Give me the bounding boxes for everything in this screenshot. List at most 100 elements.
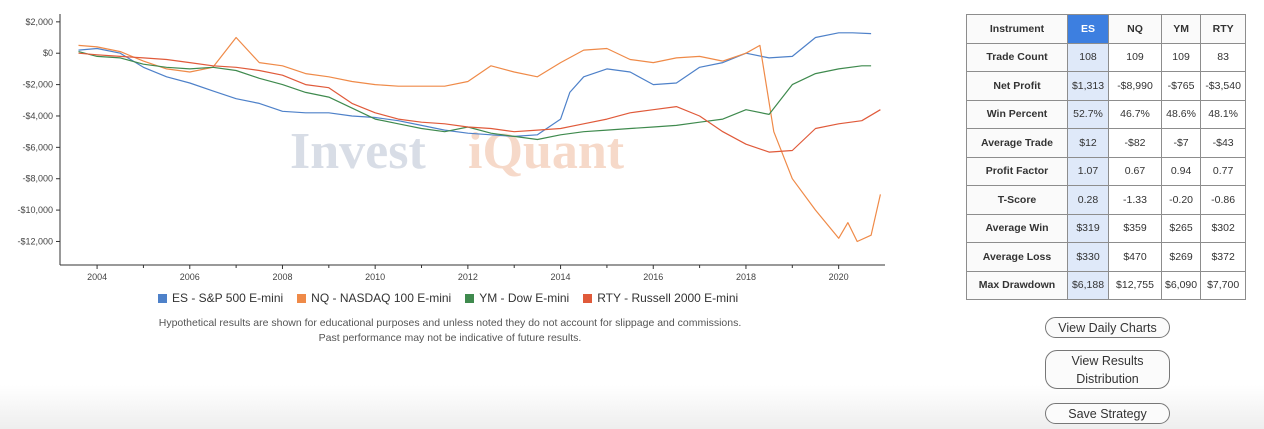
legend-swatch-ym: [465, 293, 475, 303]
cell-ym: -0.20: [1160, 185, 1202, 215]
row-label-net-profit: Net Profit: [966, 71, 1068, 101]
legend-swatch-es: [158, 293, 167, 303]
y-tick-label: -$2,000: [22, 80, 53, 90]
view-daily-charts-button[interactable]: View Daily Charts: [1045, 317, 1170, 338]
disclaimer-line-2: Past performance may not be indicative o…: [318, 332, 582, 344]
cell-ym: $265: [1160, 213, 1202, 243]
cell-ym: -$765: [1160, 71, 1202, 101]
legend-item-rty[interactable]: RTY - Russell 2000 E-mini: [583, 291, 738, 305]
legend-item-ym[interactable]: YM - Dow E-mini: [465, 291, 569, 305]
cell-nq: -1.33: [1108, 185, 1162, 215]
x-tick-label: 2006: [180, 272, 200, 282]
y-tick-label: -$4,000: [22, 111, 53, 121]
equity-curve-chart: Invest iQuant $2,000 $0 -$2,000 -$4,000 -$6,…: [17, 14, 885, 282]
header-instrument: Instrument: [966, 14, 1068, 44]
y-tick-label: -$6,000: [22, 142, 53, 152]
header-nq[interactable]: NQ: [1108, 14, 1162, 44]
table-row: Average Trade $12 -$82 -$7 -$43: [966, 128, 1247, 158]
series-line-nq: [78, 36, 881, 243]
row-label-t-score: T-Score: [966, 185, 1068, 215]
chart-axes: [59, 14, 885, 266]
legend-swatch-rty: [583, 293, 593, 303]
watermark-iquant: iQuant: [468, 123, 625, 180]
watermark: Invest iQuant: [290, 123, 625, 180]
cell-rty: -0.86: [1200, 185, 1247, 215]
cell-ym: 0.94: [1160, 156, 1202, 186]
cell-ym: $6,090: [1160, 270, 1202, 300]
cell-nq: -$8,990: [1108, 71, 1162, 101]
row-label-win-percent: Win Percent: [966, 99, 1068, 129]
legend-label-rty: RTY - Russell 2000 E-mini: [597, 291, 739, 305]
series-line-es: [78, 32, 872, 137]
series-line-ym: [78, 51, 872, 141]
series-line-rty: [78, 52, 881, 153]
header-rty[interactable]: RTY: [1200, 14, 1247, 44]
cell-ym: -$7: [1160, 128, 1202, 158]
table-row: Win Percent 52.7% 46.7% 48.6% 48.1%: [966, 99, 1247, 129]
chart-legend: ES - S&P 500 E-mini NQ - NASDAQ 100 E-mi…: [158, 291, 738, 305]
stats-table: Instrument ES NQ YM RTY Trade Count 108 …: [966, 14, 1247, 300]
y-tick-label: -$12,000: [17, 236, 53, 246]
x-tick-label: 2004: [87, 272, 107, 282]
cell-nq: $359: [1108, 213, 1162, 243]
x-tick-label: 2020: [829, 272, 849, 282]
table-row: Profit Factor 1.07 0.67 0.94 0.77: [966, 156, 1247, 186]
row-label-max-drawdown: Max Drawdown: [966, 270, 1068, 300]
table-row: Trade Count 108 109 109 83: [966, 42, 1247, 72]
row-label-average-loss: Average Loss: [966, 242, 1068, 272]
x-ticks: 2004 2006 2008 2010 2012 2014 2016 2018 2020: [87, 265, 849, 282]
cell-es: $6,188: [1067, 270, 1109, 300]
cell-ym: $269: [1160, 242, 1202, 272]
legend-label-nq: NQ - NASDAQ 100 E-mini: [311, 291, 452, 305]
cell-nq: $12,755: [1108, 270, 1162, 300]
x-tick-label: 2012: [458, 272, 478, 282]
row-label-profit-factor: Profit Factor: [966, 156, 1068, 186]
cell-ym: 109: [1160, 42, 1202, 72]
results-distribution-label-1: View Results: [1071, 353, 1144, 368]
cell-es: $330: [1067, 242, 1109, 272]
legend-item-es[interactable]: ES - S&P 500 E-mini: [158, 291, 283, 305]
cell-rty: 48.1%: [1200, 99, 1247, 129]
cell-nq: $470: [1108, 242, 1162, 272]
cell-nq: 46.7%: [1108, 99, 1162, 129]
disclaimer-line-1: Hypothetical results are shown for educa…: [158, 317, 742, 329]
disclaimer: Hypothetical results are shown for educa…: [60, 316, 840, 346]
cell-rty: $372: [1200, 242, 1247, 272]
y-ticks: $2,000 $0 -$2,000 -$4,000 -$6,000 -$8,000 -$10…: [17, 17, 60, 246]
table-row: Average Loss $330 $470 $269 $372: [966, 242, 1247, 272]
cell-es: 52.7%: [1067, 99, 1109, 129]
cell-rty: -$3,540: [1200, 71, 1247, 101]
cell-es: $1,313: [1067, 71, 1109, 101]
y-tick-label: -$10,000: [17, 205, 53, 215]
legend-item-nq[interactable]: NQ - NASDAQ 100 E-mini: [297, 291, 451, 305]
cell-nq: -$82: [1108, 128, 1162, 158]
x-tick-label: 2018: [736, 272, 756, 282]
cell-rty: $7,700: [1200, 270, 1247, 300]
table-row: Average Win $319 $359 $265 $302: [966, 213, 1247, 243]
x-tick-label: 2008: [272, 272, 292, 282]
header-es[interactable]: ES: [1067, 14, 1109, 44]
cell-es: $319: [1067, 213, 1109, 243]
cell-rty: -$43: [1200, 128, 1247, 158]
row-label-average-trade: Average Trade: [966, 128, 1068, 158]
header-ym[interactable]: YM: [1160, 14, 1202, 44]
cell-rty: 83: [1200, 42, 1247, 72]
x-tick-label: 2016: [643, 272, 663, 282]
cell-nq: 109: [1108, 42, 1162, 72]
cell-es: 108: [1067, 42, 1109, 72]
watermark-invest: Invest: [290, 123, 426, 180]
row-label-average-win: Average Win: [966, 213, 1068, 243]
legend-label-ym: YM - Dow E-mini: [479, 291, 570, 305]
table-row: T-Score 0.28 -1.33 -0.20 -0.86: [966, 185, 1247, 215]
y-tick-label: $2,000: [25, 17, 53, 27]
stats-header-row: Instrument ES NQ YM RTY: [966, 14, 1247, 44]
x-tick-label: 2014: [551, 272, 571, 282]
row-label-trade-count: Trade Count: [966, 42, 1068, 72]
cell-ym: 48.6%: [1160, 99, 1202, 129]
save-strategy-button[interactable]: Save Strategy: [1045, 403, 1170, 424]
x-tick-label: 2010: [365, 272, 385, 282]
cell-rty: $302: [1200, 213, 1247, 243]
view-results-distribution-button[interactable]: View Results Distribution: [1045, 350, 1170, 389]
cell-es: 1.07: [1067, 156, 1109, 186]
table-row: Net Profit $1,313 -$8,990 -$765 -$3,540: [966, 71, 1247, 101]
